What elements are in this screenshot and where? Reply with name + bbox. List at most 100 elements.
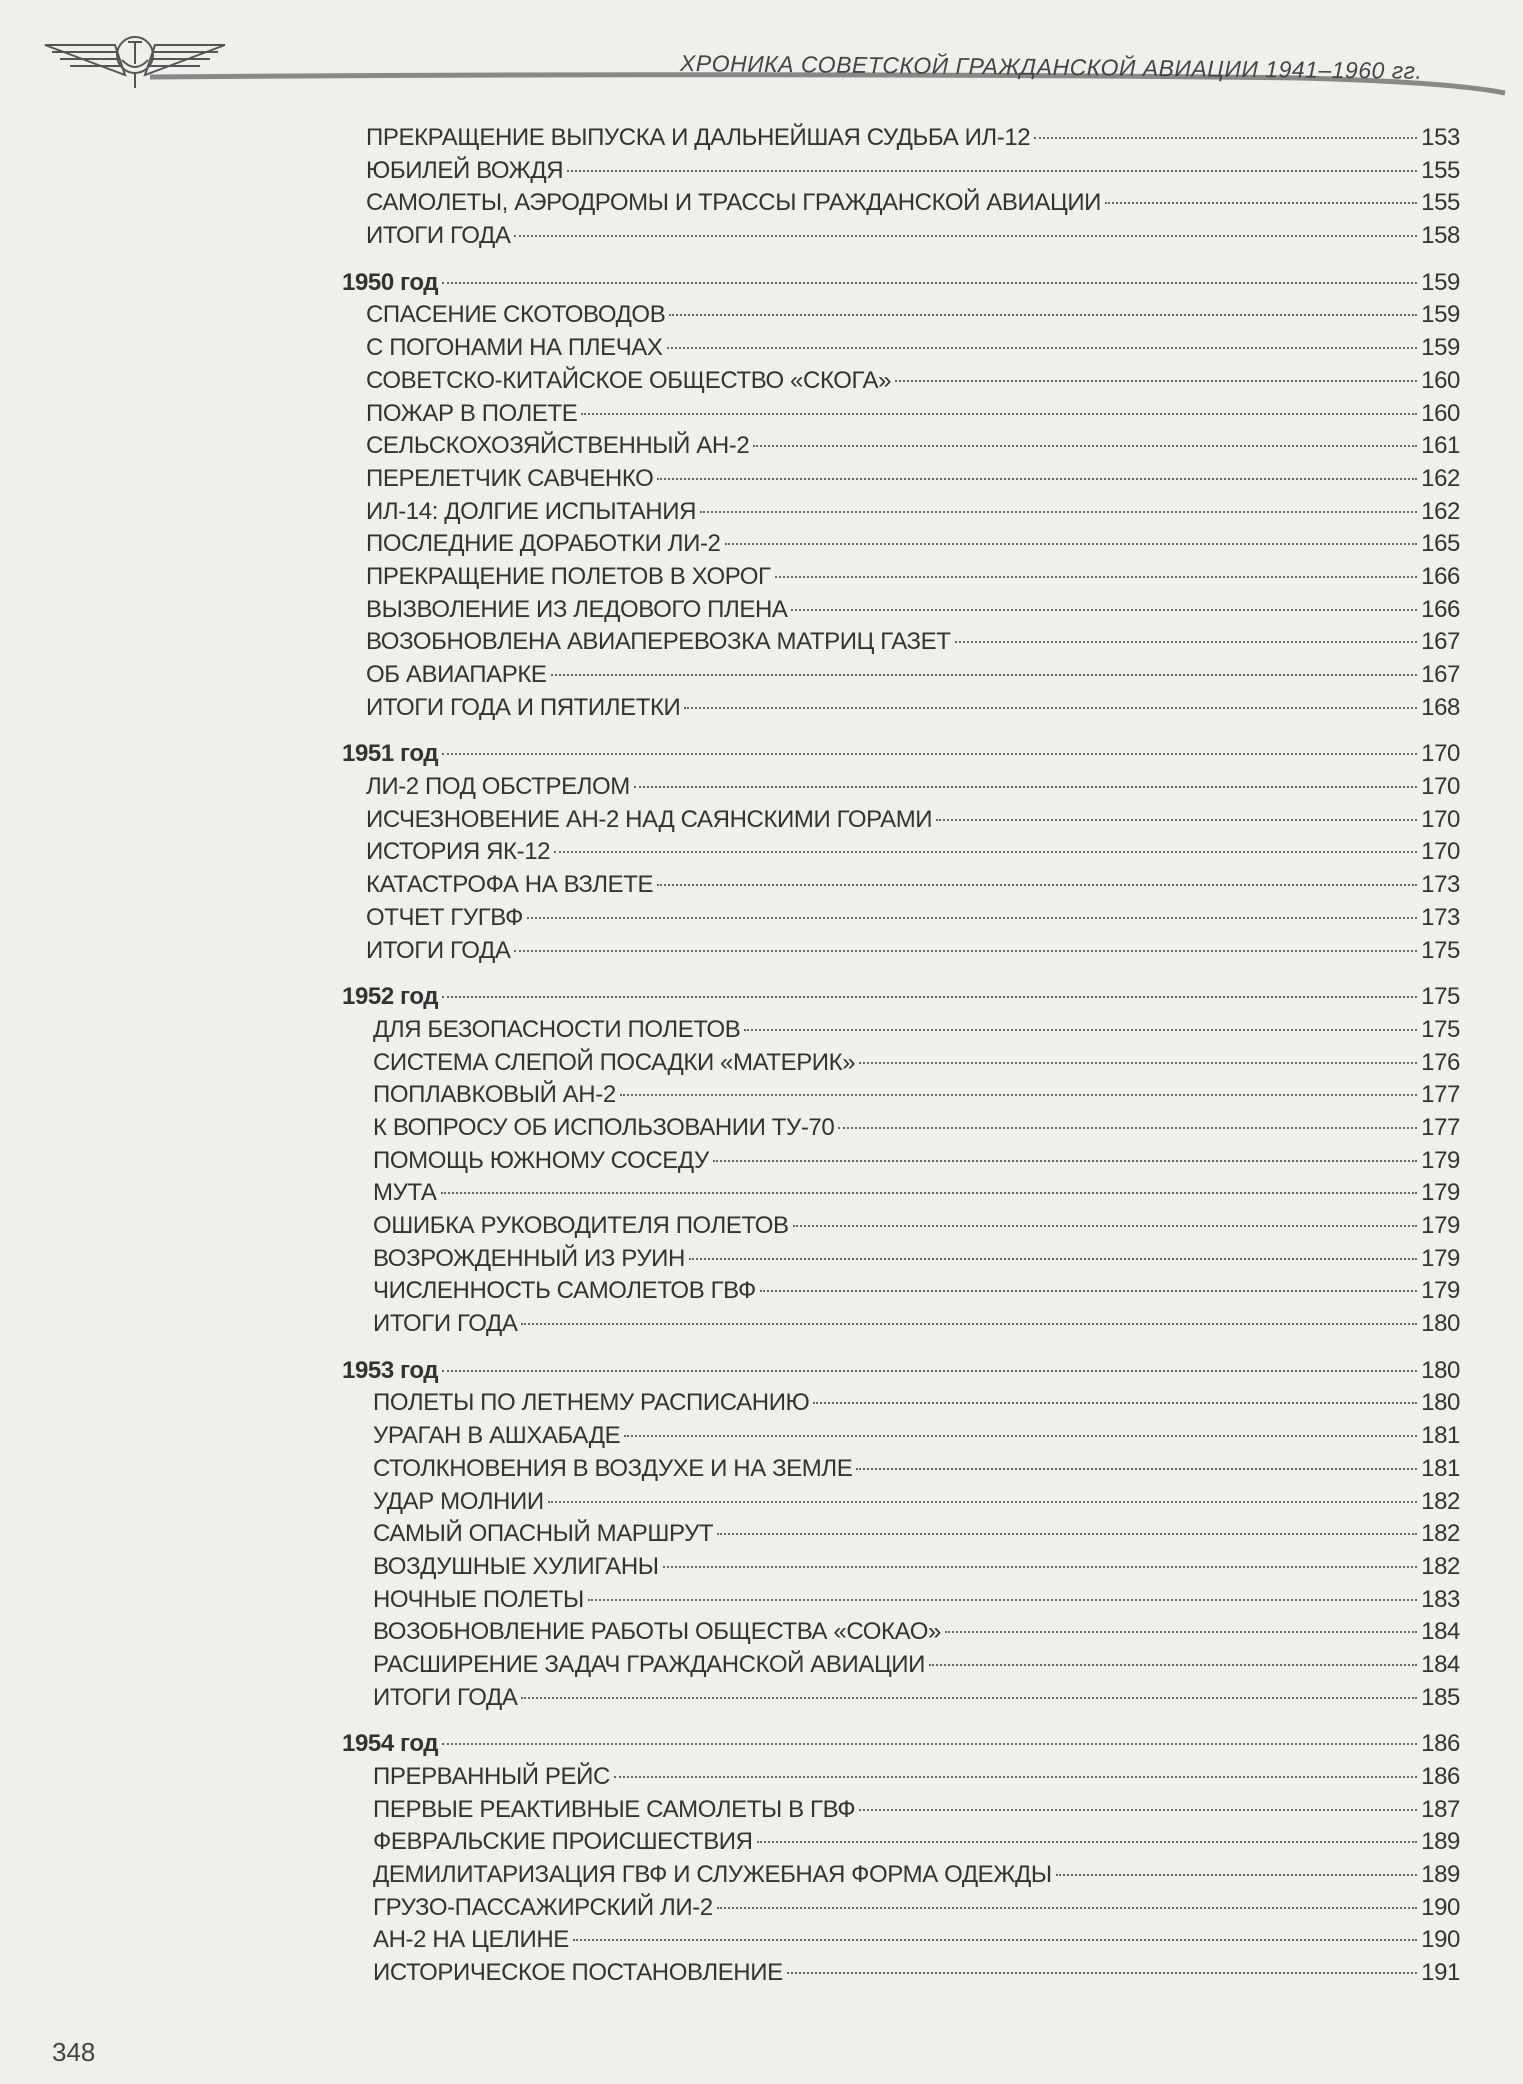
dot-leader	[657, 884, 1418, 887]
toc-entry[interactable]: ПОМОЩЬ ЮЖНОМУ СОСЕДУ 179	[342, 1145, 1460, 1178]
dot-leader	[587, 1598, 1418, 1601]
toc-entry-page: 160	[1421, 366, 1460, 394]
dot-leader	[613, 1776, 1418, 1778]
toc-entry-title: СИСТЕМА СЛЕПОЙ ПОСАДКИ «МАТЕРИК»	[373, 1048, 856, 1076]
toc-entry-page: 153	[1421, 124, 1460, 151]
toc-entry[interactable]: ИТОГИ ГОДА 185	[342, 1682, 1460, 1715]
toc-entry-page: 191	[1421, 1959, 1460, 1987]
toc-entry[interactable]: ЧИСЛЕННОСТЬ САМОЛЕТОВ ГВФ 179	[342, 1275, 1460, 1308]
toc-entry-title: РАСШИРЕНИЕ ЗАДАЧ ГРАЖДАНСКОЙ АВИАЦИИ	[373, 1650, 926, 1678]
toc-entry[interactable]: СЕЛЬСКОХОЗЯЙСТВЕННЫЙ АН-2 161	[342, 430, 1460, 463]
toc-entry-title: ВОЗОБНОВЛЕНИЕ РАБОТЫ ОБЩЕСТВА «СОКАО»	[373, 1618, 941, 1646]
toc-entry-title: С ПОГОНАМИ НА ПЛЕЧАХ	[366, 334, 663, 362]
toc-entry[interactable]: САМЫЙ ОПАСНЫЙ МАРШРУТ 182	[342, 1518, 1460, 1551]
toc-entry[interactable]: ИЛ-14: ДОЛГИЕ ИСПЫТАНИЯ 162	[342, 496, 1460, 529]
toc-entry[interactable]: ВОЗРОЖДЕННЫЙ ИЗ РУИН 179	[342, 1243, 1460, 1276]
toc-entry[interactable]: С ПОГОНАМИ НА ПЛЕЧАХ 159	[342, 332, 1460, 365]
dot-leader	[684, 706, 1418, 709]
toc-entry[interactable]: СОВЕТСКО-КИТАЙСКОЕ ОБЩЕСТВО «СКОГА» 160	[342, 365, 1460, 398]
page-number: 348	[52, 2037, 96, 2067]
toc-entry-page: 155	[1421, 189, 1460, 217]
toc-entry[interactable]: УРАГАН В АШХАБАДЕ 181	[342, 1420, 1460, 1453]
toc-entry[interactable]: УДАР МОЛНИИ 182	[342, 1486, 1460, 1519]
dot-leader	[712, 1159, 1418, 1162]
toc-entry[interactable]: К ВОПРОСУ ОБ ИСПОЛЬЗОВАНИИ ТУ-70 177	[342, 1112, 1460, 1145]
toc-entry-page: 175	[1421, 983, 1460, 1011]
toc-entry[interactable]: САМОЛЕТЫ, АЭРОДРОМЫ И ТРАССЫ ГРАЖДАНСКОЙ…	[342, 187, 1460, 220]
dot-leader	[554, 851, 1418, 854]
toc-entry[interactable]: ВОЗОБНОВЛЕНИЕ РАБОТЫ ОБЩЕСТВА «СОКАО» 184	[342, 1616, 1460, 1649]
toc-entry-title: НОЧНЫЕ ПОЛЕТЫ	[373, 1585, 584, 1613]
toc-entry-title: ИТОГИ ГОДА	[366, 936, 511, 964]
toc-entry[interactable]: ИСТОРИЯ ЯК-12 170	[342, 836, 1460, 869]
toc-entry[interactable]: НОЧНЫЕ ПОЛЕТЫ 183	[342, 1584, 1460, 1617]
toc-year-heading[interactable]: 1952 год 175	[342, 981, 1460, 1014]
dot-leader	[633, 786, 1418, 789]
toc-entry[interactable]: ВОЗДУШНЫЕ ХУЛИГАНЫ 182	[342, 1551, 1460, 1584]
toc-entry-page: 179	[1421, 1212, 1460, 1239]
toc-entry[interactable]: КАТАСТРОФА НА ВЗЛЕТЕ 173	[342, 869, 1460, 902]
toc-year-heading[interactable]: 1950 год 159	[342, 267, 1460, 300]
toc-entry[interactable]: ПЕРВЫЕ РЕАКТИВНЫЕ САМОЛЕТЫ В ГВФ 187	[342, 1794, 1460, 1827]
dot-leader	[929, 1663, 1418, 1666]
toc-year-heading[interactable]: 1954 год 186	[342, 1728, 1460, 1761]
toc-entry-page: 190	[1421, 1926, 1460, 1954]
toc-entry[interactable]: ГРУЗО-ПАССАЖИРСКИЙ ЛИ-2 190	[342, 1892, 1460, 1925]
toc-entry-page: 189	[1421, 1828, 1460, 1856]
toc-entry[interactable]: МУТА 179	[342, 1177, 1460, 1210]
toc-entry[interactable]: РАСШИРЕНИЕ ЗАДАЧ ГРАЖДАНСКОЙ АВИАЦИИ 184	[342, 1649, 1460, 1682]
toc-entry[interactable]: ПРЕКРАЩЕНИЕ ПОЛЕТОВ В ХОРОГ 166	[342, 561, 1460, 594]
toc-entry-page: 190	[1421, 1893, 1460, 1921]
toc-entry-page: 177	[1421, 1081, 1460, 1109]
toc-entry[interactable]: ЮБИЛЕЙ ВОЖДЯ 155	[342, 155, 1460, 188]
toc-entry[interactable]: ДЕМИЛИТАРИЗАЦИЯ ГВФ И СЛУЖЕБНАЯ ФОРМА ОД…	[342, 1859, 1460, 1892]
dot-leader	[813, 1402, 1418, 1405]
toc-entry[interactable]: ПРЕРВАННЫЙ РЕЙС 186	[342, 1761, 1460, 1794]
dot-leader	[716, 1906, 1418, 1909]
toc-entry[interactable]: ЛИ-2 ПОД ОБСТРЕЛОМ 170	[342, 771, 1460, 804]
toc-entry-title: ПОМОЩЬ ЮЖНОМУ СОСЕДУ	[373, 1146, 709, 1174]
toc-entry[interactable]: ПОПЛАВКОВЫЙ АН-2 177	[342, 1079, 1460, 1112]
toc-entry-page: 176	[1421, 1048, 1460, 1076]
dot-leader	[759, 1290, 1418, 1293]
toc-entry[interactable]: СИСТЕМА СЛЕПОЙ ПОСАДКИ «МАТЕРИК» 176	[342, 1047, 1460, 1080]
toc-entry-title: ПРЕКРАЩЕНИЕ ПОЛЕТОВ В ХОРОГ	[366, 562, 771, 590]
toc-entry[interactable]: ПОЖАР В ПОЛЕТЕ 160	[342, 398, 1460, 431]
toc-entry[interactable]: ОШИБКА РУКОВОДИТЕЛЯ ПОЛЕТОВ 179	[342, 1210, 1460, 1243]
toc-entry[interactable]: ОТЧЕТ ГУГВФ 173	[342, 902, 1460, 935]
toc-entry-title: 1954 год	[342, 1730, 439, 1758]
toc-year-heading[interactable]: 1951 год 170	[342, 738, 1460, 771]
toc-entry[interactable]: ВЫЗВОЛЕНИЕ ИЗ ЛЕДОВОГО ПЛЕНА 166	[342, 594, 1460, 627]
toc-year-heading[interactable]: 1953 год 180	[342, 1355, 1460, 1388]
toc-entry[interactable]: ВОЗОБНОВЛЕНА АВИАПЕРЕВОЗКА МАТРИЦ ГАЗЕТ 1…	[342, 626, 1460, 659]
toc-entry[interactable]: АН-2 НА ЦЕЛИНЕ 190	[342, 1924, 1460, 1957]
toc-entry[interactable]: ОБ АВИАПАРКЕ 167	[342, 659, 1460, 692]
toc-entry[interactable]: ИСЧЕЗНОВЕНИЕ АН-2 НАД САЯНСКИМИ ГОРАМИ 17…	[342, 804, 1460, 837]
toc-entry[interactable]: ИТОГИ ГОДА 158	[342, 220, 1460, 253]
toc-entry-title: МУТА	[373, 1179, 437, 1207]
toc-entry[interactable]: ПЕРЕЛЕТЧИК САВЧЕНКО 162	[342, 463, 1460, 496]
toc-entry[interactable]: ПОЛЕТЫ ПО ЛЕТНЕМУ РАСПИСАНИЮ 180	[342, 1387, 1460, 1420]
toc-entry-title: К ВОПРОСУ ОБ ИСПОЛЬЗОВАНИИ ТУ-70	[373, 1113, 835, 1141]
toc-entry-title: ИЛ-14: ДОЛГИЕ ИСПЫТАНИЯ	[366, 497, 697, 525]
toc-entry[interactable]: ИТОГИ ГОДА 175	[342, 935, 1460, 968]
toc-entry[interactable]: СТОЛКНОВЕНИЯ В ВОЗДУХЕ И НА ЗЕМЛЕ 181	[342, 1453, 1460, 1486]
toc-entry[interactable]: СПАСЕНИЕ СКОТОВОДОВ 159	[342, 299, 1460, 332]
toc-entry-page: 179	[1421, 1179, 1460, 1207]
toc-entry[interactable]: ИСТОРИЧЕСКОЕ ПОСТАНОВЛЕНИЕ 191	[342, 1957, 1460, 1990]
dot-leader	[581, 412, 1418, 415]
toc-entry[interactable]: ПОСЛЕДНИЕ ДОРАБОТКИ ЛИ-2 165	[342, 528, 1460, 561]
aeroflot-wings-logo-icon	[44, 36, 226, 88]
dot-leader	[700, 510, 1418, 513]
toc-entry[interactable]: ФЕВРАЛЬСКИЕ ПРОИСШЕСТВИЯ 189	[342, 1826, 1460, 1859]
dot-leader	[442, 281, 1418, 284]
toc-entry-page: 159	[1421, 301, 1460, 329]
toc-entry[interactable]: ДЛЯ БЕЗОПАСНОСТИ ПОЛЕТОВ 175	[342, 1014, 1460, 1047]
dot-leader	[550, 674, 1418, 676]
toc-entry[interactable]: ПРЕКРАЩЕНИЕ ВЫПУСКА И ДАЛЬНЕЙШАЯ СУДЬБА …	[342, 122, 1460, 155]
dot-leader	[753, 445, 1418, 448]
toc-entry[interactable]: ИТОГИ ГОДА И ПЯТИЛЕТКИ 168	[342, 692, 1460, 725]
toc-entry[interactable]: ИТОГИ ГОДА 180	[342, 1308, 1460, 1341]
toc-entry-page: 181	[1421, 1422, 1460, 1450]
toc-entry-title: ВОЗОБНОВЛЕНА АВИАПЕРЕВОЗКА МАТРИЦ ГАЗЕТ	[366, 628, 951, 656]
